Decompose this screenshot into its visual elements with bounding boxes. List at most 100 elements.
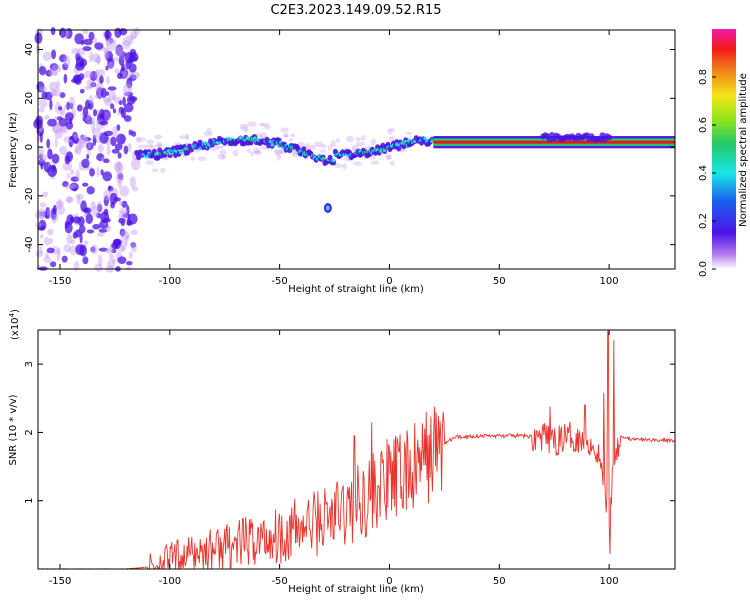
noise-blob (123, 102, 134, 113)
noise-blob (83, 85, 93, 91)
signal-halo (280, 127, 290, 133)
signal-halo (274, 148, 281, 156)
noise-blob (82, 115, 92, 123)
noise-blob (92, 53, 101, 63)
noise-blob (37, 208, 46, 220)
signal-halo (388, 135, 396, 142)
signal-mid (252, 136, 257, 140)
signal-halo (247, 121, 257, 127)
signal-halo (352, 161, 362, 166)
noise-blob (92, 134, 97, 146)
noise-blob (111, 258, 117, 264)
noise-blob (47, 148, 53, 160)
noise-blob (38, 65, 47, 76)
noise-blob (78, 225, 86, 234)
signal-halo (346, 135, 354, 143)
spectrogram-y-axis: -40 -20 0 20 40 (24, 43, 675, 253)
noise-blob (99, 132, 109, 144)
noise-blob (49, 63, 59, 71)
noise-blob (106, 144, 111, 156)
noise-blob (107, 258, 115, 270)
noise-blob (60, 108, 66, 116)
noise-blob (38, 158, 46, 167)
noise-blob (56, 116, 63, 121)
noise-blob (82, 256, 89, 265)
noise-blob (130, 71, 141, 79)
figure-title: C2E3.2023.149.09.52.R15 (270, 3, 441, 18)
noise-blob (112, 126, 118, 137)
noise-blob (117, 152, 122, 159)
x-tick-label: -50 (271, 576, 287, 587)
noise-blob (111, 38, 117, 44)
signal-halo (283, 134, 289, 138)
noise-blob (106, 39, 116, 51)
signal-halo (253, 150, 261, 155)
noise-blob (51, 49, 57, 60)
signal-halo (274, 150, 284, 155)
noise-blob (92, 127, 102, 139)
noise-blob (80, 40, 85, 46)
noise-blob (49, 99, 53, 111)
noise-blob (35, 222, 43, 228)
signal-halo (405, 131, 413, 135)
noise-blob (117, 173, 124, 181)
noise-blob (106, 226, 112, 232)
noise-blob (123, 115, 132, 122)
noise-blob (54, 137, 58, 148)
signal-halo (333, 163, 344, 168)
signal-halo (261, 122, 270, 127)
noise-blob (46, 247, 55, 254)
x-tick-label: -50 (271, 276, 287, 287)
noise-blob (128, 56, 138, 62)
spectrogram-image (33, 26, 675, 273)
noise-blob (129, 74, 137, 81)
signal-halo (320, 144, 327, 148)
noise-blob (133, 27, 140, 36)
noise-blob (63, 105, 67, 110)
noise-blob (88, 95, 94, 105)
noise-blob (122, 96, 126, 106)
noise-blob (65, 196, 75, 203)
noise-blob (57, 106, 63, 111)
x-tick-label: 0 (386, 576, 392, 587)
signal-halo (146, 139, 155, 145)
signal-high (430, 138, 434, 142)
noise-blob (115, 171, 124, 184)
noise-blob (102, 217, 111, 223)
y-tick-label: 3 (24, 361, 35, 367)
noise-blob (73, 260, 80, 272)
noise-blob (69, 169, 75, 176)
noise-blob (126, 34, 137, 40)
x-tick-label: 0 (386, 276, 392, 287)
noise-blob (95, 56, 102, 64)
noise-blob (64, 222, 73, 234)
noise-blob (117, 179, 123, 189)
noise-blob (92, 205, 100, 217)
signal-halo (197, 156, 207, 161)
noise-blob (66, 234, 73, 245)
noise-blob (102, 96, 112, 103)
noise-blob (88, 31, 95, 41)
y-tick-label: -40 (24, 236, 35, 252)
noise-blob (44, 214, 51, 219)
noise-blob (96, 203, 103, 213)
noise-blob (112, 95, 116, 101)
noise-blob (98, 247, 109, 252)
noise-blob (54, 129, 63, 139)
noise-blob (74, 229, 81, 238)
snr-series-line (38, 330, 675, 569)
signal-halo (240, 126, 249, 131)
noise-blob (35, 115, 43, 126)
noise-blob (97, 201, 102, 211)
signal-mid (215, 140, 220, 145)
noise-blob (128, 129, 133, 136)
noise-blob (51, 90, 62, 97)
noise-blob (128, 251, 133, 259)
noise-blob (90, 246, 96, 253)
noise-blob (54, 101, 62, 114)
signal-halo (360, 135, 366, 141)
noise-blob (126, 220, 133, 226)
noise-blob (122, 92, 130, 97)
signal-halo (342, 163, 347, 171)
noise-blob (63, 55, 71, 68)
